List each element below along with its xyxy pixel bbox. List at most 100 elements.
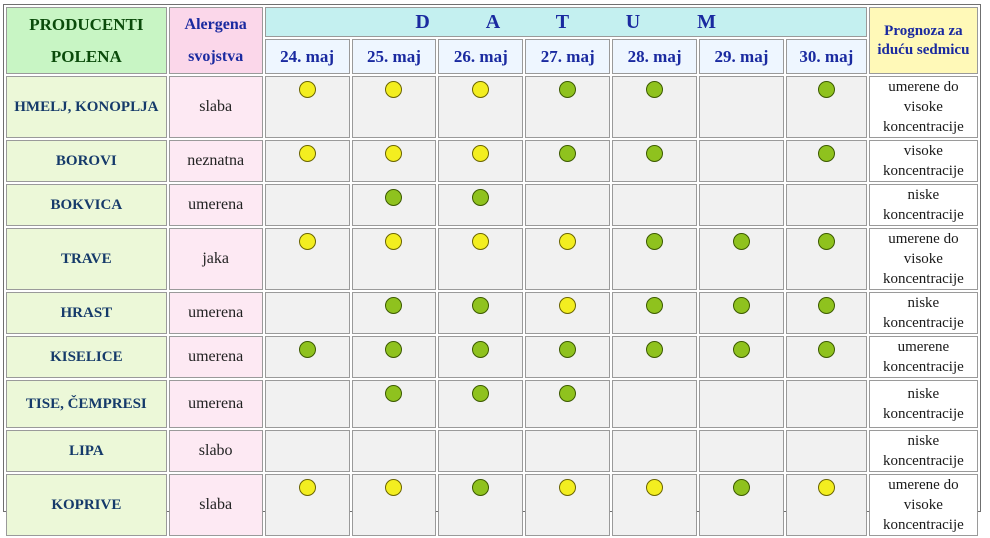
date-cell (699, 380, 784, 428)
date-cell (699, 336, 784, 378)
date-cell (438, 380, 524, 428)
date-cell (785, 292, 867, 334)
producer-name: LIPA (6, 430, 167, 472)
green-concentration-dot-icon (385, 189, 403, 206)
header-date: 29. maj (699, 39, 784, 74)
green-concentration-dot-icon (559, 145, 577, 162)
date-cell (351, 184, 437, 226)
green-concentration-dot-icon (472, 189, 490, 206)
date-cell (351, 430, 437, 472)
date-cell (438, 184, 524, 226)
header-forecast: Prognoza za iduću sedmicu (868, 7, 978, 74)
green-concentration-dot-icon (817, 297, 835, 314)
header-date: 26. maj (438, 39, 524, 74)
producer-name: HMELJ, KONOPLJA (6, 76, 167, 138)
date-cell (699, 474, 784, 536)
date-cell (525, 430, 611, 472)
yellow-concentration-dot-icon (472, 233, 490, 250)
date-cell (264, 76, 350, 138)
header-allergen: Alergena svojstva (168, 7, 263, 74)
date-cell (525, 292, 611, 334)
allergen-level: umerena (168, 380, 263, 428)
green-concentration-dot-icon (298, 341, 316, 358)
header-producers: PRODUCENTI POLENA (6, 7, 167, 74)
table-row: BOKVICA umerena niske koncentracije (6, 184, 978, 226)
date-cell (264, 140, 350, 182)
table-row: KOPRIVE slaba umerene do visoke koncentrac… (6, 474, 978, 536)
yellow-concentration-dot-icon (298, 479, 316, 496)
producer-name: TRAVE (6, 228, 167, 290)
forecast-text: visoke koncentracije (868, 140, 978, 182)
yellow-concentration-dot-icon (559, 479, 577, 496)
date-cell (264, 474, 350, 536)
pollen-forecast-table: PRODUCENTI POLENA Alergena svojstva D A … (4, 5, 980, 538)
allergen-level: slaba (168, 474, 263, 536)
yellow-concentration-dot-icon (559, 297, 577, 314)
date-cell (612, 184, 698, 226)
date-cell (438, 76, 524, 138)
yellow-concentration-dot-icon (298, 145, 316, 162)
yellow-concentration-dot-icon (385, 145, 403, 162)
green-concentration-dot-icon (559, 81, 577, 98)
green-concentration-dot-icon (646, 297, 664, 314)
yellow-concentration-dot-icon (472, 81, 490, 98)
date-cell (351, 474, 437, 536)
date-cell (351, 76, 437, 138)
yellow-concentration-dot-icon (472, 145, 490, 162)
date-cell (612, 228, 698, 290)
date-cell (264, 228, 350, 290)
yellow-concentration-dot-icon (298, 81, 316, 98)
date-cell (438, 336, 524, 378)
green-concentration-dot-icon (472, 341, 490, 358)
pollen-forecast-table-frame: PRODUCENTI POLENA Alergena svojstva D A … (3, 4, 981, 536)
forecast-text: niske koncentracije (868, 380, 978, 428)
date-cell (264, 184, 350, 226)
date-cell (264, 430, 350, 472)
date-cell (438, 140, 524, 182)
green-concentration-dot-icon (817, 233, 835, 250)
green-concentration-dot-icon (646, 81, 664, 98)
table-row: HRAST umerena niske koncentracije (6, 292, 978, 334)
date-cell (264, 292, 350, 334)
date-cell (785, 336, 867, 378)
date-cell (612, 292, 698, 334)
date-cell (699, 292, 784, 334)
allergen-level: umerena (168, 292, 263, 334)
green-concentration-dot-icon (472, 385, 490, 402)
header-date: 24. maj (264, 39, 350, 74)
date-cell (785, 474, 867, 536)
date-cell (699, 184, 784, 226)
date-cell (438, 430, 524, 472)
producer-name: KOPRIVE (6, 474, 167, 536)
allergen-level: umerena (168, 336, 263, 378)
forecast-text: umerene koncentracije (868, 336, 978, 378)
producer-name: KISELICE (6, 336, 167, 378)
yellow-concentration-dot-icon (385, 479, 403, 496)
forecast-text: umerene do visoke koncentracije (868, 228, 978, 290)
date-cell (264, 336, 350, 378)
forecast-text: niske koncentracije (868, 430, 978, 472)
green-concentration-dot-icon (817, 145, 835, 162)
date-cell (699, 140, 784, 182)
yellow-concentration-dot-icon (646, 479, 664, 496)
allergen-level: slaba (168, 76, 263, 138)
date-cell (525, 228, 611, 290)
yellow-concentration-dot-icon (385, 81, 403, 98)
producer-name: BOKVICA (6, 184, 167, 226)
date-cell (525, 184, 611, 226)
date-cell (612, 474, 698, 536)
forecast-text: umerene do visoke koncentracije (868, 76, 978, 138)
green-concentration-dot-icon (385, 297, 403, 314)
green-concentration-dot-icon (472, 297, 490, 314)
date-cell (351, 228, 437, 290)
green-concentration-dot-icon (646, 341, 664, 358)
date-cell (525, 76, 611, 138)
date-cell (525, 474, 611, 536)
green-concentration-dot-icon (559, 385, 577, 402)
date-cell (438, 292, 524, 334)
green-concentration-dot-icon (646, 145, 664, 162)
date-cell (525, 380, 611, 428)
date-cell (699, 228, 784, 290)
yellow-concentration-dot-icon (817, 479, 835, 496)
date-cell (351, 140, 437, 182)
